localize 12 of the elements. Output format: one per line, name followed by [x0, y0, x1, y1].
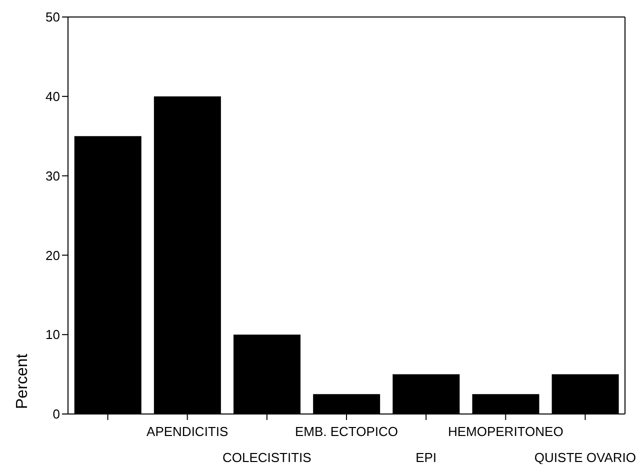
y-tick-label: 50	[46, 10, 60, 25]
y-tick-label: 20	[46, 248, 60, 263]
y-tick-label: 30	[46, 168, 60, 184]
y-tick-label: 0	[52, 406, 60, 422]
x-tick-label: COLECISTITIS	[222, 450, 312, 465]
x-tick-label: EPI	[416, 450, 437, 465]
y-tick-label: 10	[46, 327, 60, 342]
x-tick-label: APENDICITIS	[146, 424, 228, 439]
x-tick-label: EMB. ECTOPICO	[294, 424, 398, 439]
y-tick-label: 40	[46, 89, 60, 104]
x-tick-label: HEMOPERITONEO	[448, 424, 564, 439]
y-axis-title: Percent	[14, 353, 31, 409]
